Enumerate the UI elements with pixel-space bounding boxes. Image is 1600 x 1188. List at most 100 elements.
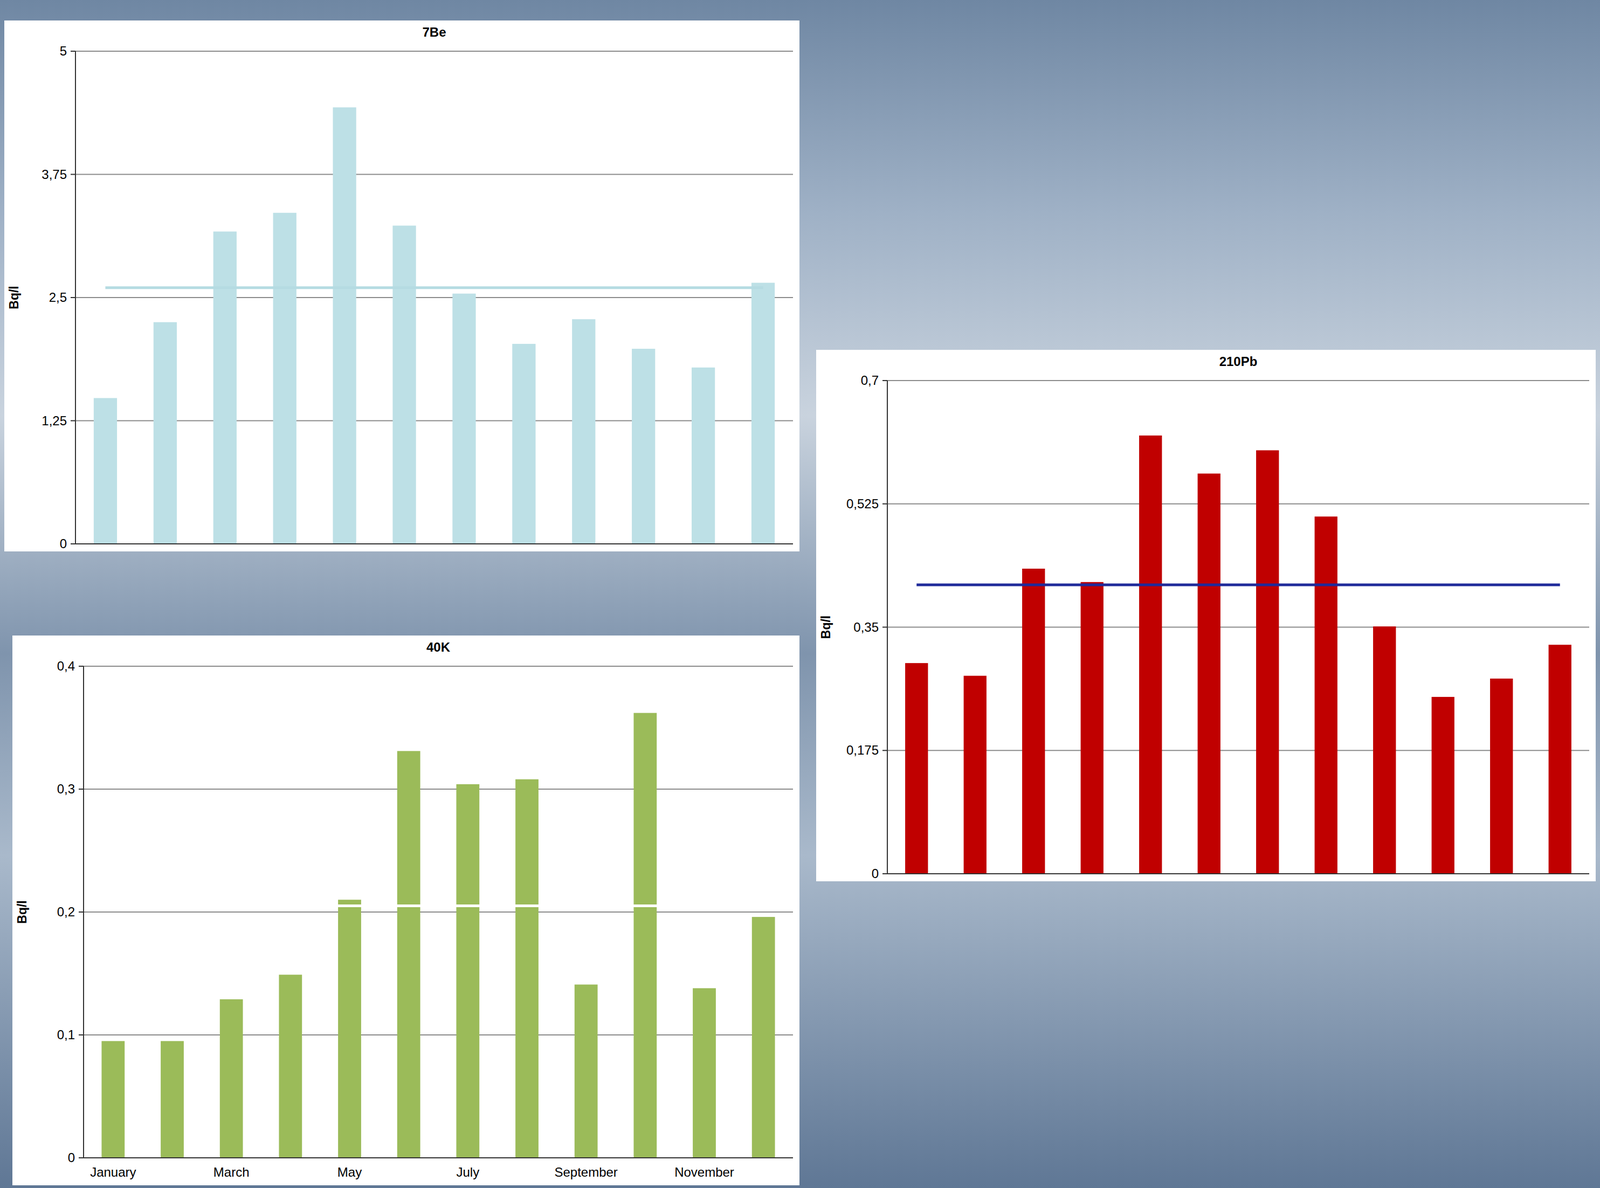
bar bbox=[631, 348, 655, 544]
tick-label: 0,1 bbox=[57, 1027, 75, 1043]
tick-mark bbox=[882, 380, 888, 382]
bar bbox=[456, 784, 480, 1158]
bar bbox=[515, 779, 539, 1158]
tick-mark bbox=[78, 665, 84, 667]
tick-label: 5 bbox=[59, 43, 67, 59]
bar bbox=[574, 984, 598, 1158]
tick-label: 2,5 bbox=[49, 290, 67, 305]
chart-panel: 40KBq/l00,10,20,30,4JanuaryMarchMayJulyS… bbox=[12, 635, 800, 1186]
tick-mark bbox=[70, 543, 76, 545]
bar bbox=[1548, 644, 1572, 874]
category-label: November bbox=[674, 1164, 735, 1180]
grid-line bbox=[83, 1034, 793, 1036]
category-label: May bbox=[337, 1164, 362, 1180]
grid-line bbox=[83, 911, 793, 913]
mean-line bbox=[105, 286, 763, 289]
tick-mark bbox=[70, 174, 76, 176]
bar bbox=[1080, 582, 1104, 874]
bar bbox=[1314, 516, 1338, 874]
x-axis bbox=[887, 873, 1590, 875]
bar bbox=[1022, 568, 1045, 874]
category-label: July bbox=[456, 1164, 480, 1180]
tick-label: 0,35 bbox=[853, 619, 879, 635]
grid-line bbox=[75, 50, 793, 52]
bar bbox=[93, 397, 117, 544]
bar bbox=[338, 899, 362, 1158]
tick-mark bbox=[78, 911, 84, 913]
mean-line bbox=[113, 904, 764, 908]
bar bbox=[1197, 473, 1221, 874]
chart-title: 40K bbox=[426, 639, 451, 655]
bar bbox=[273, 212, 297, 544]
bar bbox=[278, 974, 302, 1158]
grid-line bbox=[75, 420, 793, 422]
plot-area bbox=[905, 435, 1572, 874]
grid-line bbox=[83, 665, 793, 667]
bar bbox=[392, 225, 416, 544]
grid-line bbox=[887, 380, 1590, 382]
category-label: March bbox=[213, 1164, 250, 1180]
chart-panel: 210PbBq/l00,1750,350,5250,7 bbox=[816, 349, 1596, 882]
tick-label: 0,2 bbox=[57, 904, 75, 920]
tick-mark bbox=[78, 1034, 84, 1036]
plot-area bbox=[93, 107, 775, 544]
bar bbox=[160, 1040, 184, 1158]
chart: 7BeBq/l01,252,53,755 bbox=[4, 20, 800, 552]
tick-mark bbox=[882, 749, 888, 751]
tick-label: 0 bbox=[871, 866, 879, 881]
grid-line bbox=[75, 297, 793, 299]
tick-mark bbox=[70, 50, 76, 52]
bar bbox=[1256, 450, 1279, 874]
x-axis bbox=[83, 1157, 793, 1159]
bar bbox=[751, 283, 775, 544]
y-axis-title: Bq/l bbox=[818, 615, 833, 639]
bar bbox=[1490, 678, 1513, 874]
tick-mark bbox=[78, 788, 84, 790]
y-axis bbox=[886, 380, 888, 874]
tick-mark bbox=[70, 297, 76, 299]
tick-mark bbox=[882, 503, 888, 505]
bar bbox=[397, 750, 421, 1158]
tick-label: 3,75 bbox=[41, 167, 67, 182]
bar bbox=[571, 319, 596, 544]
grid-line bbox=[83, 788, 793, 790]
bar bbox=[1431, 697, 1455, 874]
bar bbox=[1373, 626, 1396, 874]
grid-line bbox=[887, 873, 1590, 875]
grid-line bbox=[83, 1157, 793, 1159]
tick-label: 0,525 bbox=[846, 496, 879, 512]
bar bbox=[691, 367, 715, 544]
plot-area bbox=[101, 713, 775, 1158]
bar bbox=[101, 1040, 125, 1158]
tick-label: 0 bbox=[67, 1150, 75, 1165]
chart: 210PbBq/l00,1750,350,5250,7 bbox=[816, 349, 1596, 882]
tick-mark bbox=[70, 420, 76, 422]
y-axis bbox=[83, 666, 85, 1158]
page: {"chart_data": [ {"type": "bar", "title"… bbox=[0, 0, 1600, 1188]
grid-line bbox=[887, 626, 1590, 629]
grid-line bbox=[887, 503, 1590, 505]
bar bbox=[219, 999, 244, 1158]
tick-mark bbox=[882, 626, 888, 629]
y-axis-title: Bq/l bbox=[15, 900, 30, 924]
chart-panel: 7BeBq/l01,252,53,755 bbox=[4, 20, 800, 552]
chart-title: 210Pb bbox=[1219, 354, 1258, 369]
grid-line bbox=[75, 174, 793, 176]
bar bbox=[963, 676, 987, 874]
bar bbox=[905, 663, 928, 874]
tick-mark bbox=[78, 1157, 84, 1159]
bar bbox=[452, 293, 476, 544]
bar bbox=[512, 343, 536, 544]
tick-label: 0,3 bbox=[57, 781, 75, 797]
bar bbox=[153, 322, 177, 544]
tick-mark bbox=[882, 873, 888, 875]
tick-label: 1,25 bbox=[41, 413, 67, 429]
tick-label: 0,7 bbox=[860, 373, 879, 388]
bar bbox=[332, 107, 356, 544]
category-label: January bbox=[90, 1164, 136, 1180]
tick-label: 0 bbox=[59, 536, 67, 551]
grid-line bbox=[887, 749, 1590, 751]
tick-label: 0,4 bbox=[57, 658, 75, 674]
bar bbox=[213, 231, 237, 544]
grid-line bbox=[75, 543, 793, 545]
